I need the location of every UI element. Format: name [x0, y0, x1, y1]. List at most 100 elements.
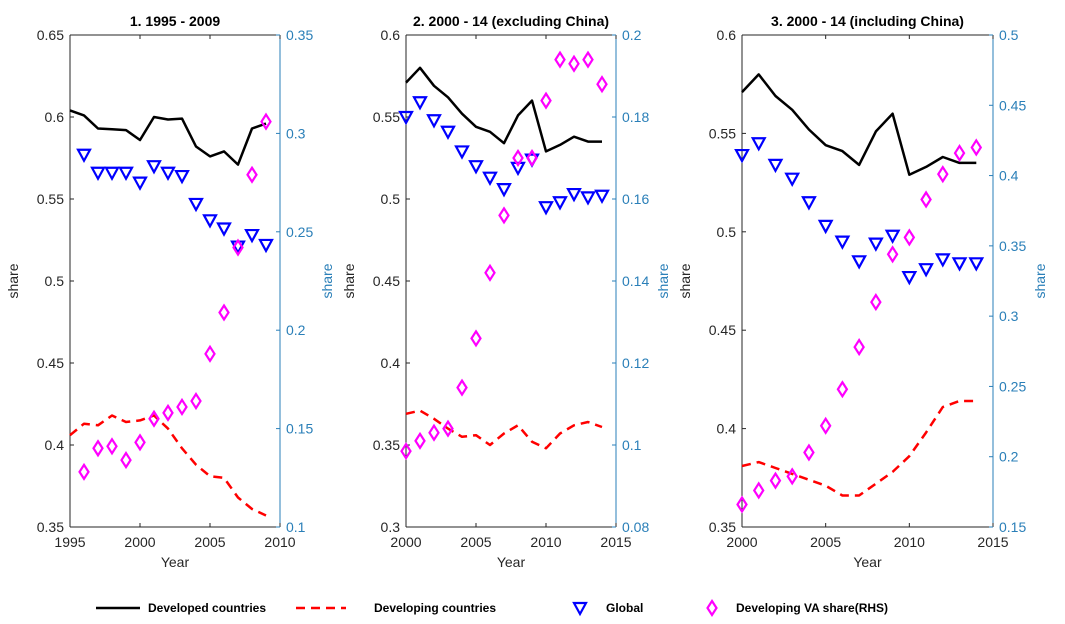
y-tick-label-right: 0.18 — [622, 109, 649, 125]
global-marker — [104, 166, 120, 182]
series-line-developing-countries — [741, 399, 977, 497]
va-share-marker — [568, 54, 580, 73]
y-tick-label-left: 0.3 — [381, 519, 401, 535]
global-marker — [801, 196, 817, 211]
global-marker — [412, 96, 428, 111]
series-line-developing-countries — [405, 409, 603, 450]
y-tick-label-right: 0.1 — [622, 437, 642, 453]
va-share-marker — [106, 437, 118, 456]
y-axis-label-left: share — [677, 263, 693, 298]
y-tick-label-left: 0.6 — [381, 27, 401, 43]
va-share-marker — [232, 238, 244, 257]
y-tick-label-right: 0.1 — [286, 519, 306, 535]
global-marker — [918, 263, 934, 278]
chart-title: 3. 2000 - 14 (including China) — [771, 13, 964, 29]
series-line-developed-countries — [741, 73, 977, 176]
va-share-marker — [204, 344, 216, 363]
va-share-marker — [786, 467, 799, 486]
legend-label: Developed countries — [148, 601, 266, 615]
global-marker — [482, 171, 498, 186]
global-marker — [868, 237, 884, 252]
global-marker — [440, 125, 456, 141]
global-marker — [851, 255, 867, 270]
va-share-marker — [92, 439, 104, 458]
y-tick-label-right: 0.12 — [622, 355, 649, 371]
global-marker — [244, 228, 260, 244]
global-marker — [202, 214, 218, 229]
y-tick-label-left: 0.5 — [45, 273, 65, 289]
va-share-marker — [853, 338, 865, 357]
chart-panel-1: 1. 1995 - 2009 1995 2000 2005 2010 Year 0.35 0.… — [5, 13, 335, 570]
global-marker — [767, 158, 784, 174]
global-marker — [817, 219, 834, 235]
global-marker — [834, 235, 851, 250]
y-axis-label-right: share — [1032, 263, 1048, 298]
va-share-marker — [456, 378, 468, 397]
va-share-marker — [970, 138, 983, 157]
global-marker — [188, 197, 204, 213]
y-tick-label-left: 0.45 — [37, 355, 64, 371]
y-tick-label-right: 0.14 — [622, 273, 649, 289]
series-line-developed-countries — [405, 66, 602, 153]
va-share-marker — [148, 409, 160, 428]
x-axis-label: Year — [497, 554, 526, 570]
y-axis-label-right: share — [655, 263, 671, 298]
x-axis-label: Year — [853, 554, 882, 570]
global-marker — [76, 148, 92, 164]
y-tick-label-right: 0.3 — [999, 308, 1019, 324]
y-tick-label-right: 0.4 — [999, 168, 1019, 184]
x-tick-label: 2015 — [977, 534, 1008, 550]
global-marker — [951, 257, 968, 272]
va-share-marker — [218, 303, 230, 322]
legend-item-3: Global — [572, 601, 643, 617]
y-tick-label-right: 0.16 — [622, 191, 649, 207]
global-marker — [174, 169, 190, 185]
global-marker — [901, 270, 918, 286]
series-line-developed-countries — [69, 109, 267, 166]
x-tick-label: 2005 — [194, 534, 225, 550]
y-tick-label-right: 0.25 — [286, 224, 313, 240]
x-tick-label: 2005 — [810, 534, 841, 550]
va-share-marker — [470, 329, 482, 348]
va-share-marker — [582, 50, 594, 69]
va-share-marker — [260, 112, 272, 131]
chart-panel-3: 3. 2000 - 14 (including China) 2000 2005 20… — [677, 13, 1048, 570]
x-tick-label: 2015 — [600, 534, 631, 550]
va-share-marker — [428, 423, 440, 442]
global-marker — [594, 189, 610, 205]
va-share-marker — [903, 228, 916, 247]
va-share-marker — [134, 433, 146, 452]
va-share-marker — [752, 481, 765, 500]
global-marker — [566, 187, 582, 203]
y-tick-label-right: 0.45 — [999, 97, 1026, 113]
y-axis-label-left: share — [341, 263, 357, 298]
legend-item-1: Developed countries — [96, 601, 266, 615]
y-tick-label-left: 0.6 — [45, 109, 65, 125]
va-share-marker — [526, 148, 538, 168]
y-tick-label-left: 0.55 — [709, 125, 736, 141]
va-share-marker — [400, 442, 412, 461]
y-tick-label-right: 0.25 — [999, 378, 1026, 394]
va-share-marker — [920, 190, 932, 209]
legend: Developed countries Developing countries G… — [96, 598, 888, 618]
y-tick-label-left: 0.55 — [373, 109, 400, 125]
va-share-marker — [498, 206, 510, 225]
va-share-marker — [120, 451, 132, 470]
y-tick-label-left: 0.6 — [717, 27, 737, 43]
va-share-marker — [162, 403, 174, 422]
x-tick-label: 2000 — [124, 534, 155, 550]
va-share-marker — [769, 471, 782, 490]
global-marker — [968, 257, 985, 272]
y-tick-label-right: 0.2 — [999, 449, 1019, 465]
y-tick-label-left: 0.4 — [45, 437, 65, 453]
y-tick-label-right: 0.2 — [622, 27, 642, 43]
chart-panel-2: 2. 2000 - 14 (excluding China) 2000 2005 20… — [341, 13, 671, 570]
y-tick-label-left: 0.4 — [717, 421, 737, 437]
y-tick-label-right: 0.35 — [999, 238, 1026, 254]
global-marker — [552, 196, 568, 211]
y-tick-label-left: 0.4 — [381, 355, 401, 371]
global-marker — [580, 191, 596, 206]
y-tick-label-right: 0.15 — [286, 421, 313, 437]
global-marker — [426, 114, 442, 129]
legend-label: Developing VA share(RHS) — [736, 601, 888, 615]
